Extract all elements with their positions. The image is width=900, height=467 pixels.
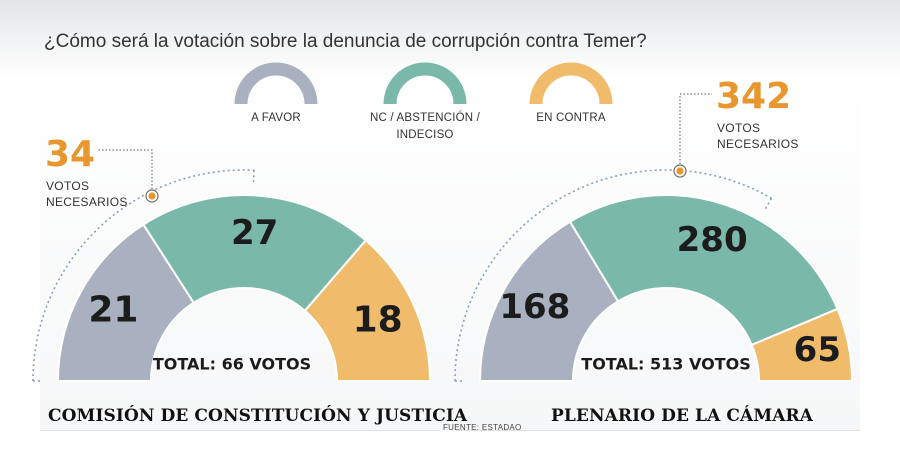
chart2-title: PLENARIO DE LA CÁMARA bbox=[551, 406, 814, 426]
chart1-slice-nc bbox=[142, 194, 368, 313]
chart2-slice-contra bbox=[750, 307, 854, 382]
chart1-needed-leader bbox=[98, 149, 153, 196]
chart2-needed-value: 342 bbox=[716, 76, 792, 117]
chart1-title: COMISIÓN DE CONSTITUCIÓN Y JUSTICIA bbox=[48, 406, 468, 426]
chart1-total: TOTAL: 66 VOTOS bbox=[152, 354, 312, 374]
chart1-needed-value: 34 bbox=[45, 134, 96, 175]
chart-ccj bbox=[32, 149, 432, 382]
legend-arc-contra bbox=[529, 62, 613, 105]
chart2-needed-label: VOTOS NECESARIOS bbox=[717, 121, 799, 151]
legend-label-contra: EN CONTRA bbox=[536, 112, 606, 124]
legend-label-nc: NC / ABSTENCIÓN / INDECISO bbox=[369, 112, 481, 141]
chart2-slice-nc bbox=[568, 194, 839, 347]
chart1-slice-contra bbox=[303, 239, 432, 382]
chart1-slice-favor bbox=[56, 223, 196, 382]
chart1-value-favor: 21 bbox=[88, 289, 139, 331]
chart2-slice-favor bbox=[478, 220, 620, 382]
divider-right bbox=[456, 430, 860, 431]
chart1-needed-arc bbox=[32, 169, 255, 382]
chart-plenario bbox=[454, 93, 854, 382]
chart2-needed-arc bbox=[454, 169, 772, 382]
chart1-needed-label: VOTOS NECESARIOS bbox=[46, 179, 128, 209]
chart2-needed-leader bbox=[679, 93, 712, 171]
legend-arc-nc bbox=[383, 62, 467, 105]
chart2-value-nc: 280 bbox=[676, 219, 748, 260]
chart1-needed-marker-core bbox=[148, 192, 156, 200]
chart2-needed-hook bbox=[763, 197, 773, 211]
chart2-total: TOTAL: 513 VOTOS bbox=[581, 354, 751, 374]
source-note: FUENTE: ESTADAO bbox=[443, 423, 522, 432]
page-title: ¿Cómo será la votación sobre la denuncia… bbox=[44, 31, 647, 52]
chart2-value-favor: 168 bbox=[499, 286, 571, 327]
chart2-value-contra: 65 bbox=[793, 330, 841, 371]
divider-left bbox=[40, 430, 440, 431]
legend-arc-favor bbox=[234, 62, 318, 105]
legend-label-favor: A FAVOR bbox=[251, 112, 301, 124]
chart1-needed-hook bbox=[252, 170, 255, 185]
chart2-needed-marker-core bbox=[676, 167, 684, 175]
header-band bbox=[0, 0, 900, 78]
chart1-value-nc: 27 bbox=[230, 212, 279, 253]
chart1-value-contra: 18 bbox=[352, 299, 403, 341]
